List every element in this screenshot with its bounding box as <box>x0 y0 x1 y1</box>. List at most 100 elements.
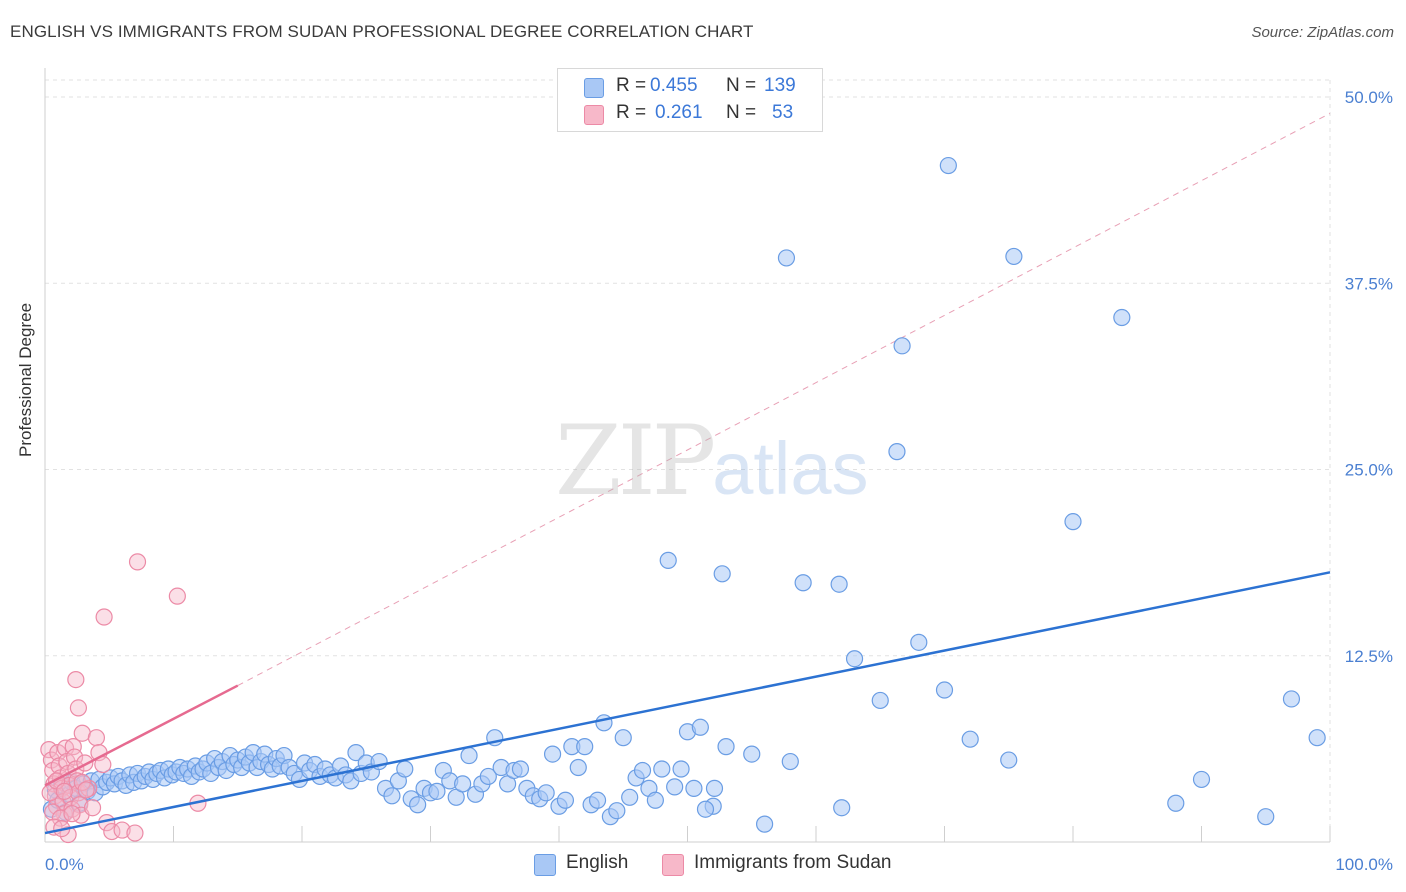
english-trend-line <box>44 571 1331 835</box>
english-point <box>1192 770 1211 789</box>
sudan-point <box>59 825 77 844</box>
english-point <box>666 778 684 796</box>
sudan-trend-extrapolation <box>237 112 1331 686</box>
legend-n-value: 53 <box>772 102 794 123</box>
x-tick-label-max: 100.0% <box>1335 855 1393 874</box>
english-point <box>743 745 761 763</box>
sudan-point <box>128 553 147 571</box>
legend-r-value: 0.261 <box>655 102 703 123</box>
watermark-atlas: atlas <box>712 427 869 510</box>
bottom-legend-label-sudan: Immigrants from Sudan <box>694 852 892 873</box>
sudan-point <box>168 587 186 605</box>
sudan-trend-dashed <box>237 112 1331 686</box>
english-point <box>833 799 851 817</box>
sudan-point <box>87 729 106 747</box>
sudan-point <box>95 608 113 626</box>
sudan-point <box>113 821 131 839</box>
sudan-trend-line <box>44 684 239 787</box>
english-point <box>659 551 677 569</box>
legend-r-label: R = <box>616 75 647 96</box>
english-point <box>1308 729 1326 747</box>
sudan-point <box>69 699 88 717</box>
english-point <box>543 745 562 763</box>
legend-swatch-sudan <box>584 105 604 125</box>
y-axis-label: Professional Degree <box>16 302 35 457</box>
y-tick-label: 50.0% <box>1345 88 1393 107</box>
sudan-point <box>77 781 95 799</box>
english-point <box>556 791 575 809</box>
legend-n-value: 139 <box>764 75 796 96</box>
english-point <box>691 718 709 736</box>
english-point <box>633 761 652 780</box>
english-point <box>830 575 848 593</box>
stats-legend: R = 0.455 N = 139 R = 0.261 N = 53 <box>557 68 823 132</box>
legend-r-value: 0.455 <box>650 75 698 96</box>
english-point <box>646 791 664 809</box>
english-point <box>1282 690 1301 708</box>
y-tick-label: 25.0% <box>1345 461 1393 480</box>
y-tick-label: 12.5% <box>1345 647 1393 666</box>
english-point <box>794 574 812 592</box>
sudan-points <box>40 553 207 844</box>
english-point <box>569 758 587 777</box>
sudan-point <box>126 824 144 842</box>
english-point <box>705 779 724 797</box>
bottom-legend-swatch-english <box>534 854 556 876</box>
bottom-legend-label-english: English <box>566 852 629 873</box>
english-point <box>428 782 446 800</box>
sudan-point <box>63 805 81 823</box>
english-point <box>653 760 671 778</box>
english-point <box>409 796 427 814</box>
english-point <box>1113 308 1131 327</box>
english-point <box>383 787 401 805</box>
english-point <box>755 815 774 833</box>
english-point <box>893 337 911 355</box>
english-point <box>1257 808 1275 826</box>
english-point <box>396 760 414 778</box>
sudan-point <box>73 724 91 742</box>
english-point <box>672 760 690 778</box>
english-point <box>961 730 979 748</box>
english-point <box>696 800 715 818</box>
english-point <box>713 565 731 583</box>
english-point <box>1167 794 1185 812</box>
english-point <box>588 791 607 809</box>
y-tick-label: 37.5% <box>1345 274 1393 293</box>
english-point <box>777 249 796 267</box>
english-point <box>685 779 703 797</box>
english-point <box>717 738 735 756</box>
english-point <box>1000 751 1018 769</box>
legend-n-label: N = <box>726 102 757 123</box>
sudan-point <box>67 670 85 689</box>
english-point <box>614 729 632 747</box>
english-point <box>479 767 497 786</box>
english-point <box>871 691 889 710</box>
english-point <box>910 633 928 651</box>
english-point <box>781 752 799 771</box>
english-point <box>608 802 626 820</box>
english-point <box>1064 513 1082 531</box>
english-point <box>460 746 478 765</box>
tick-labels: 12.5% 25.0% 37.5% 50.0% 0.0% 100.0% <box>45 88 1393 874</box>
english-point <box>845 650 864 668</box>
english-point <box>537 784 555 802</box>
english-point <box>935 681 954 699</box>
chart-title: ENGLISH VS IMMIGRANTS FROM SUDAN PROFESS… <box>10 22 754 41</box>
trend-lines <box>44 571 1331 835</box>
english-point <box>454 775 472 793</box>
english-point <box>1005 247 1023 266</box>
source-credit: Source: ZipAtlas.com <box>1251 24 1394 41</box>
english-point <box>347 743 365 762</box>
legend-swatch-english <box>584 78 604 98</box>
x-tick-label-min: 0.0% <box>45 855 84 874</box>
english-point <box>888 443 906 461</box>
english-point <box>595 714 613 732</box>
english-point <box>576 738 594 756</box>
watermark-zip: ZIP <box>555 405 716 517</box>
legend-n-label: N = <box>726 75 757 96</box>
axes <box>44 68 1331 843</box>
sudan-point <box>55 782 73 800</box>
watermark: ZIPatlas <box>555 405 869 517</box>
english-point <box>939 156 957 175</box>
